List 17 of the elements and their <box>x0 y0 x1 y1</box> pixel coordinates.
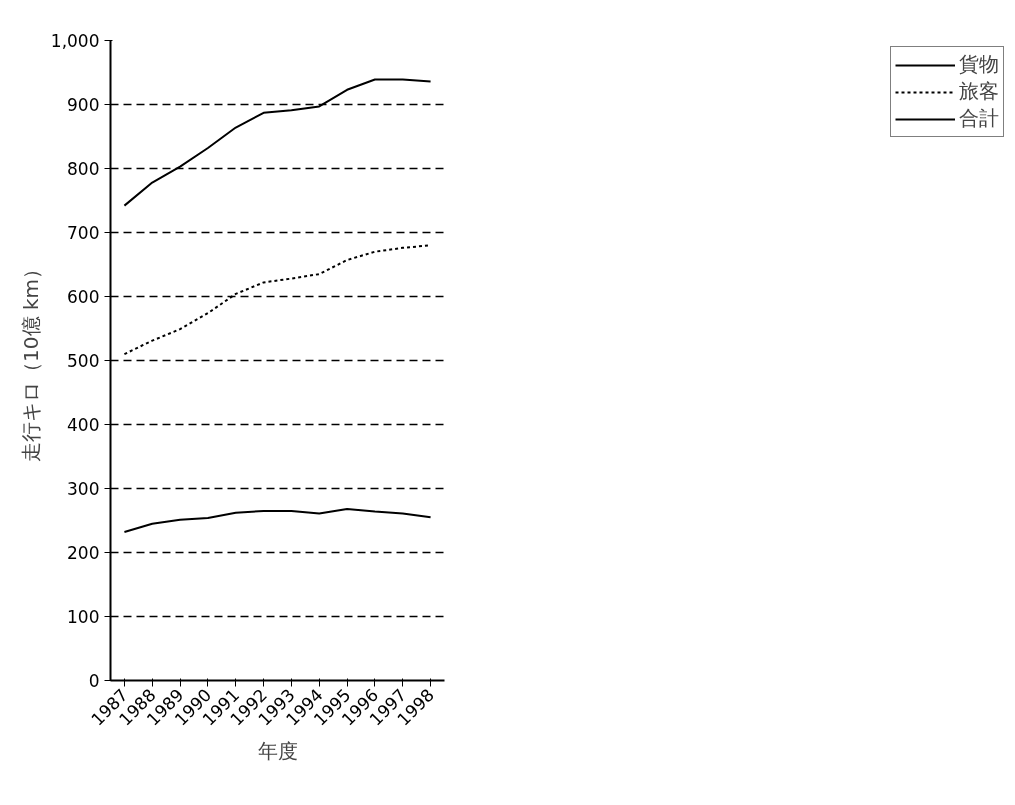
y-tick-label: 0 <box>88 671 100 691</box>
y-tick-label: 900 <box>67 95 100 115</box>
y-tick-label: 600 <box>67 287 100 307</box>
legend-label: 貨物 <box>959 51 999 78</box>
line-series <box>123 507 432 534</box>
y-tick-label: 500 <box>67 351 100 371</box>
x-axis-title: 年度 <box>257 739 298 764</box>
y-tick-label: 200 <box>67 543 100 563</box>
y-tick-label: 100 <box>67 607 100 627</box>
legend-label: 合計 <box>959 105 999 132</box>
y-tick-label: 700 <box>67 223 100 243</box>
y-axis-title: 走行キロ（10億 km） <box>18 259 43 462</box>
y-tick-label: 400 <box>67 415 100 435</box>
legend-label: 旅客 <box>959 78 999 105</box>
y-tick-label: 800 <box>67 159 100 179</box>
y-tick-label: 300 <box>67 479 100 499</box>
y-tick-label: 1,000 <box>50 31 100 51</box>
